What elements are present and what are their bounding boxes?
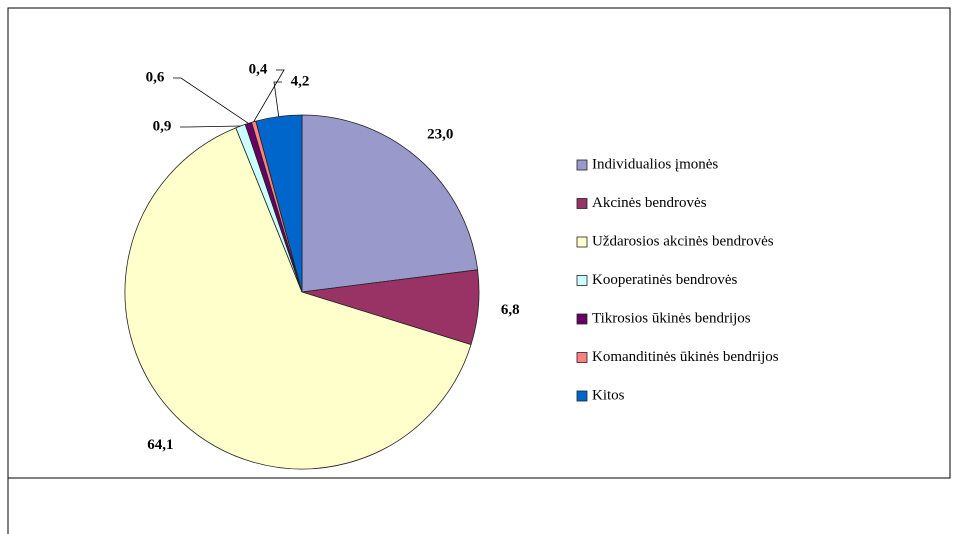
value-label: 6,8 [501, 302, 520, 318]
legend-label: Tikrosios ūkinės bendrijos [592, 310, 751, 326]
legend-swatch [576, 390, 588, 402]
value-label: 23,0 [427, 127, 453, 143]
leader-line [180, 125, 241, 128]
legend-swatch [576, 236, 588, 248]
legend-swatch [576, 313, 588, 325]
legend-swatch [576, 159, 588, 171]
legend-label: Individualios įmonės [592, 156, 718, 172]
value-label: 64,1 [147, 437, 173, 453]
pie-slice [301, 114, 479, 293]
value-label: 0,6 [146, 69, 165, 85]
legend-label: Kooperatinės bendrovės [592, 272, 738, 288]
value-label: 4,2 [291, 73, 310, 89]
leader-line [173, 77, 249, 124]
legend-label: Uždarosios akcinės bendrovės [592, 233, 774, 249]
pie-slice [124, 127, 472, 470]
value-label: 0,4 [249, 61, 268, 77]
leader-line [253, 69, 285, 122]
legend-swatch [576, 352, 588, 363]
legend-label: Kitos [592, 387, 625, 403]
value-label: 0,9 [153, 118, 172, 134]
legend-label: Komanditinės ūkinės bendrijos [592, 349, 779, 365]
leader-line [273, 81, 282, 117]
frame [7, 7, 951, 479]
legend-label: Akcinės bendrovės [592, 195, 707, 211]
legend-swatch [576, 275, 588, 286]
pie-slice [255, 114, 303, 293]
legend-swatch [576, 198, 588, 209]
